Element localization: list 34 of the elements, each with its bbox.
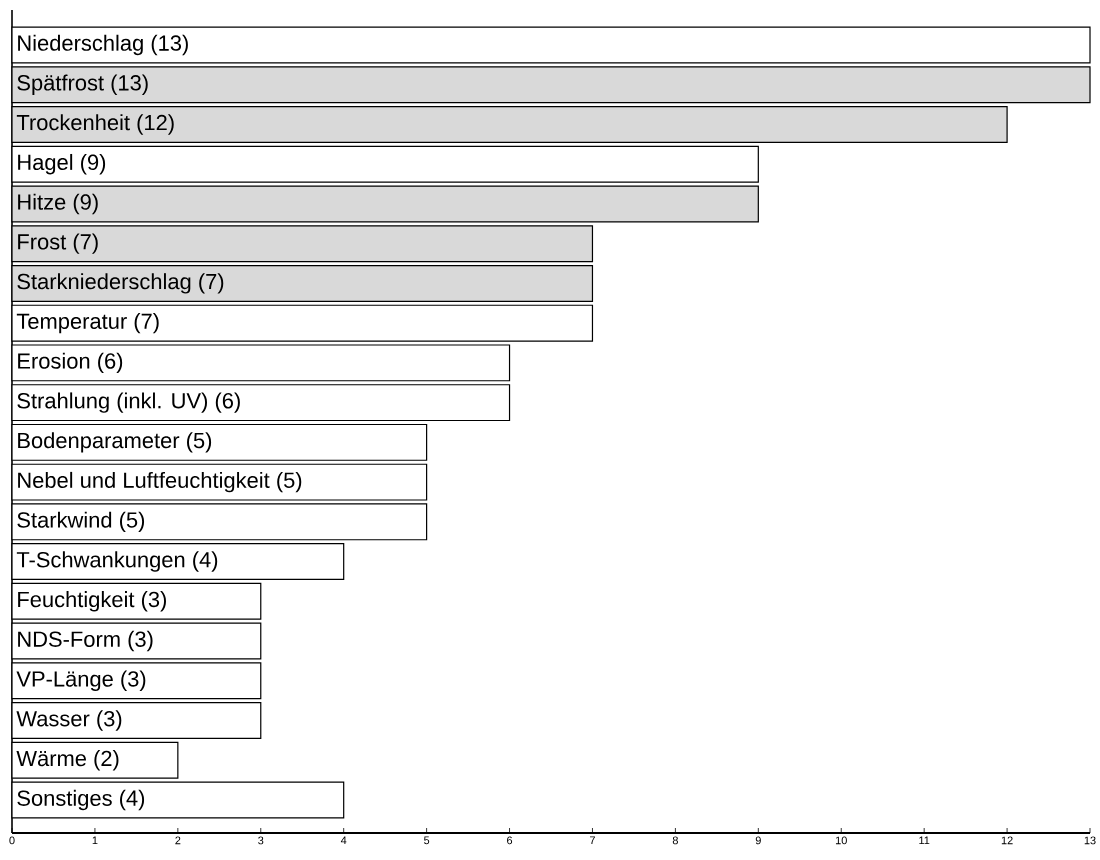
y-tick-label: Hagel (9): [18, 153, 106, 175]
x-tick-label: 7: [589, 836, 595, 845]
x-tick-label: 9: [755, 836, 761, 845]
x-tick-label: 10: [835, 836, 847, 845]
x-tick-label: 5: [424, 836, 430, 845]
y-tick-label: Niederschlag (13): [18, 34, 188, 56]
y-tick-label: Feuchtigkeit (3): [18, 591, 166, 612]
x-tick-label: 4: [340, 836, 347, 845]
y-tick-label: Frost (7): [18, 233, 98, 254]
x-tick-label: 2: [175, 836, 181, 845]
x-tick-label: 0: [9, 836, 15, 845]
y-tick-label: Trockenheit (12): [16, 114, 174, 135]
y-tick-label: VP-Länge (3): [16, 670, 146, 692]
x-tick-label: 6: [507, 836, 513, 845]
y-tick-label: Nebel und Luftfeuchtigkeit (5): [18, 471, 302, 493]
y-tick-label: Erosion (6): [18, 352, 123, 374]
x-tick-label: 13: [1084, 836, 1096, 845]
y-tick-label: Wärme (2): [16, 750, 119, 771]
x-tick-label: 3: [258, 836, 264, 845]
y-tick-label: Starkwind (5): [17, 511, 145, 533]
y-tick-label: NDS-Form (3): [18, 630, 153, 652]
y-tick-label: Spätfrost (13): [17, 74, 148, 95]
y-tick-label: T-Schwankungen (4): [16, 551, 218, 572]
y-tick-label: Hitze (9): [18, 193, 98, 215]
y-tick-label: Starkniederschlag (7): [17, 273, 224, 294]
y-tick-label: Bodenparameter (5): [18, 432, 212, 453]
x-tick-label: 8: [672, 836, 678, 845]
x-tick-label: 12: [1001, 836, 1013, 845]
x-tick-label: 11: [919, 836, 930, 845]
y-tick-label: Temperatur (7): [16, 312, 159, 334]
y-tick-label: Strahlung (inkl. UV) (6): [17, 392, 240, 413]
y-tick-label: Sonstiges (4): [17, 789, 145, 811]
y-tick-label: Wasser (3): [16, 710, 122, 731]
x-tick-label: 1: [92, 836, 98, 845]
